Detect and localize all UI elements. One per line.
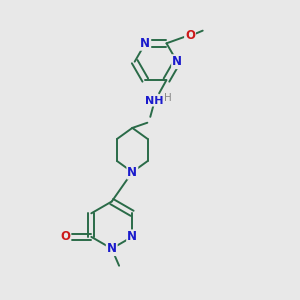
Text: N: N bbox=[127, 230, 137, 243]
Text: N: N bbox=[107, 242, 117, 255]
Text: N: N bbox=[140, 37, 150, 50]
Text: N: N bbox=[172, 55, 182, 68]
Text: O: O bbox=[185, 29, 195, 42]
Text: N: N bbox=[127, 166, 137, 178]
Text: H: H bbox=[164, 93, 172, 103]
Text: O: O bbox=[60, 230, 70, 243]
Text: NH: NH bbox=[146, 96, 164, 106]
